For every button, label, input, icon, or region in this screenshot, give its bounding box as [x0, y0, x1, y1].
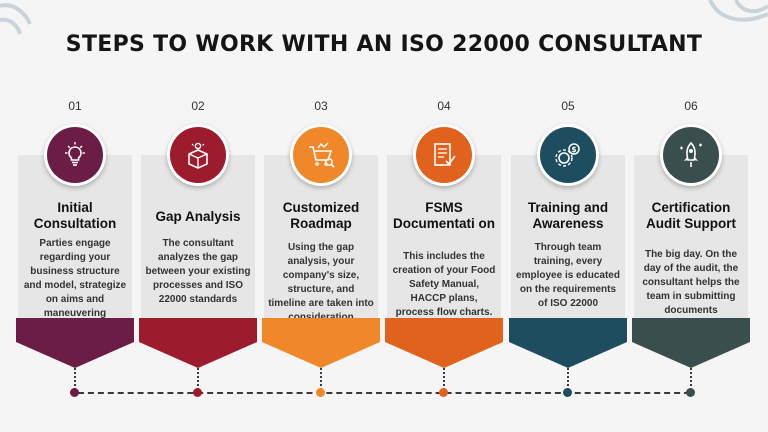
page-title: STEPS TO WORK WITH AN ISO 22000 CONSULTA…	[65, 32, 703, 57]
box-idea-icon	[188, 142, 208, 169]
step-description: This includes the creation of your Food …	[392, 251, 496, 318]
step-icon-circle	[170, 127, 226, 183]
corner-decoration-right	[708, 0, 768, 22]
step-icon-circle	[663, 127, 719, 183]
step-number: 06	[684, 99, 698, 113]
step-icon-circle	[47, 127, 103, 183]
timeline-dot	[439, 388, 448, 397]
step-chevron	[632, 318, 750, 368]
gear-dollar-icon: $	[555, 143, 580, 167]
step-icon-circle: $	[540, 127, 596, 183]
timeline-dot	[193, 388, 202, 397]
step-description: The consultant analyzes the gap between …	[145, 238, 251, 305]
step-title: Customized Roadmap	[282, 200, 360, 231]
timeline-dot	[563, 388, 572, 397]
cart-chart-icon	[309, 142, 335, 168]
step-chevron	[262, 318, 380, 368]
step-number: 02	[191, 99, 205, 113]
step-1: 01 Initial Consultation Parties engage r…	[16, 0, 134, 432]
step-description: Parties engage regarding your business s…	[23, 238, 127, 319]
step-5: 05 $ Training and Awareness Through team…	[509, 0, 627, 432]
step-icon-circle	[416, 127, 472, 183]
step-6: 06 Certification Audit Support The big d…	[632, 0, 750, 432]
checklist-icon	[434, 143, 456, 166]
corner-decoration-left	[0, 3, 32, 35]
step-description: Using the gap analysis, your company's s…	[268, 242, 374, 323]
svg-text:$: $	[571, 145, 576, 154]
step-chevron	[139, 318, 257, 368]
step-chevron	[385, 318, 503, 368]
step-title: FSMS Documentati on	[392, 200, 495, 231]
timeline-line	[78, 392, 690, 394]
step-description: Through team training, every employee is…	[516, 242, 620, 309]
lightbulb-icon	[65, 142, 85, 166]
step-chevron	[509, 318, 627, 368]
timeline-dot	[70, 388, 79, 397]
step-icon-circle	[293, 127, 349, 183]
step-number: 04	[437, 99, 451, 113]
timeline-dot	[686, 388, 695, 397]
step-2: 02 Gap Analysis The consultant analyzes …	[139, 0, 257, 432]
step-4: 04 FSMS Documentati on This includes the…	[385, 0, 503, 432]
step-3: 03 Customized Roadmap Using the gap anal…	[262, 0, 380, 432]
step-chevron	[16, 318, 134, 368]
step-title: Initial Consultation	[33, 200, 117, 231]
step-title: Gap Analysis	[155, 209, 241, 224]
step-title: Certification Audit Support	[646, 200, 736, 231]
step-number: 01	[68, 99, 82, 113]
step-description: The big day. On the day of the audit, th…	[642, 249, 740, 316]
timeline-dot	[316, 388, 325, 397]
step-number: 05	[561, 99, 575, 113]
rocket-icon	[680, 141, 702, 167]
step-title: Training and Awareness	[527, 200, 609, 231]
step-number: 03	[314, 99, 328, 113]
